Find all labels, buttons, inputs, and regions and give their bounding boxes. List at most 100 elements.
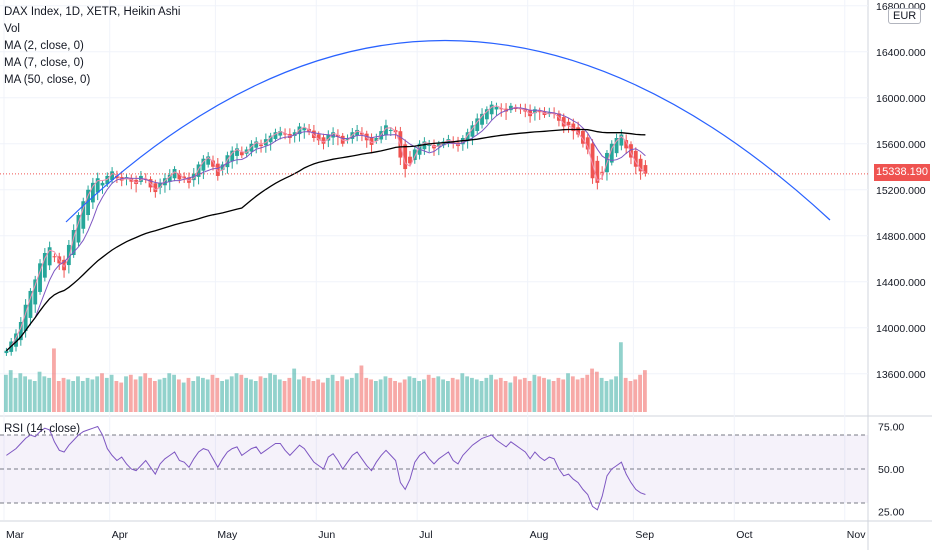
volume-bar	[148, 377, 152, 412]
volume-bar	[570, 376, 575, 412]
candle-body	[595, 160, 600, 183]
candle-body	[446, 139, 451, 144]
candle-body	[163, 178, 167, 186]
volume-bar	[4, 374, 8, 412]
candle-body	[52, 256, 57, 258]
volume-bar	[100, 373, 104, 412]
volume-bar	[205, 379, 210, 412]
candle-body	[484, 109, 489, 120]
candle-body	[600, 171, 605, 173]
legend-ma50[interactable]: MA (50, close, 0)	[4, 74, 91, 86]
candle-body	[480, 113, 484, 125]
volume-bar	[56, 381, 61, 412]
time-tick-label: Mar	[6, 529, 25, 541]
candle-body	[532, 109, 537, 114]
candle-body	[475, 118, 480, 132]
legend-panel: DAX Index, 1D, XETR, Heikin Ashi Vol MA …	[4, 4, 180, 89]
candle-body	[384, 125, 388, 136]
candle-body	[215, 163, 220, 176]
volume-bar	[42, 376, 47, 412]
volume-bar	[200, 377, 205, 412]
volume-bar	[542, 377, 546, 412]
price-tick-label: 14000.000	[876, 323, 926, 335]
rsi-line	[6, 425, 646, 511]
candle-body	[537, 111, 542, 113]
candle-body	[629, 144, 633, 158]
volume-bar	[282, 381, 287, 412]
time-tick-label: Nov	[847, 529, 866, 541]
candle-body	[441, 141, 446, 146]
candle-body	[167, 174, 172, 182]
candle-body	[547, 112, 552, 114]
candle-body	[614, 138, 619, 154]
rsi-legend[interactable]: RSI (14, close)	[4, 423, 81, 435]
candle-body	[374, 138, 379, 141]
candle-body	[114, 175, 119, 179]
candle-body	[316, 134, 321, 141]
volume-bar	[335, 381, 340, 412]
volume-bar	[172, 374, 176, 412]
candle-body	[86, 189, 90, 216]
volume-bar	[8, 370, 13, 412]
arc-drawing	[65, 40, 831, 223]
volume-bar	[325, 377, 330, 412]
volume-bar	[397, 382, 402, 412]
time-tick-label: Aug	[530, 529, 549, 541]
volume-bar	[431, 377, 436, 412]
candle-body	[196, 164, 201, 177]
candle-body	[66, 244, 71, 266]
candle-body	[18, 322, 23, 341]
time-tick-label: Jul	[419, 529, 432, 541]
volume-bar	[465, 376, 470, 412]
candle-body	[451, 141, 456, 144]
volume-bar	[306, 377, 311, 412]
volume-bar	[196, 376, 200, 412]
volume-bar	[225, 379, 229, 412]
volume-bar	[76, 376, 80, 412]
volume-bar	[460, 373, 465, 412]
candle-body	[360, 132, 364, 135]
legend-vol[interactable]: Vol	[4, 23, 20, 35]
currency-badge[interactable]: EUR	[888, 8, 922, 24]
candle-body	[211, 160, 215, 167]
legend-ma2[interactable]: MA (2, close, 0)	[4, 40, 84, 52]
volume-bar	[13, 377, 18, 412]
volume-bar	[556, 377, 561, 412]
volume-bar	[330, 374, 335, 412]
volume-bar	[388, 377, 393, 412]
candle-body	[609, 143, 614, 163]
candle-body	[28, 290, 33, 318]
rsi-tick-label: 25.00	[878, 507, 904, 519]
candle-body	[14, 333, 18, 347]
volume-bar	[503, 381, 508, 412]
legend-title[interactable]: DAX Index, 1D, XETR, Heikin Ashi	[4, 6, 181, 18]
legend-ma7[interactable]: MA (7, close, 0)	[4, 57, 84, 69]
volume-bar	[234, 373, 239, 412]
candle-body	[38, 263, 42, 292]
candle-body	[297, 126, 302, 135]
volume-bar	[421, 379, 426, 412]
candle-body	[513, 107, 518, 109]
candle-body	[62, 259, 66, 271]
volume-bar	[561, 379, 566, 412]
volume-bar	[585, 374, 590, 412]
candle-body	[71, 230, 76, 256]
volume-bar	[599, 377, 604, 412]
candle-body	[23, 304, 28, 332]
volume-bar	[609, 379, 614, 412]
volume-bar	[119, 382, 124, 412]
candle-body	[470, 125, 475, 137]
volume-bar	[23, 376, 28, 412]
volume-bar	[316, 379, 321, 412]
candle-body	[239, 152, 244, 156]
volume-bar	[345, 379, 349, 412]
candle-body	[81, 201, 86, 229]
ma7-line	[6, 107, 646, 352]
time-tick-label: Oct	[736, 529, 752, 541]
volume-bar	[522, 377, 527, 412]
volume-bar	[114, 381, 119, 412]
candle-body	[528, 110, 533, 117]
volume-bar	[628, 381, 633, 412]
volume-bar	[575, 379, 580, 412]
